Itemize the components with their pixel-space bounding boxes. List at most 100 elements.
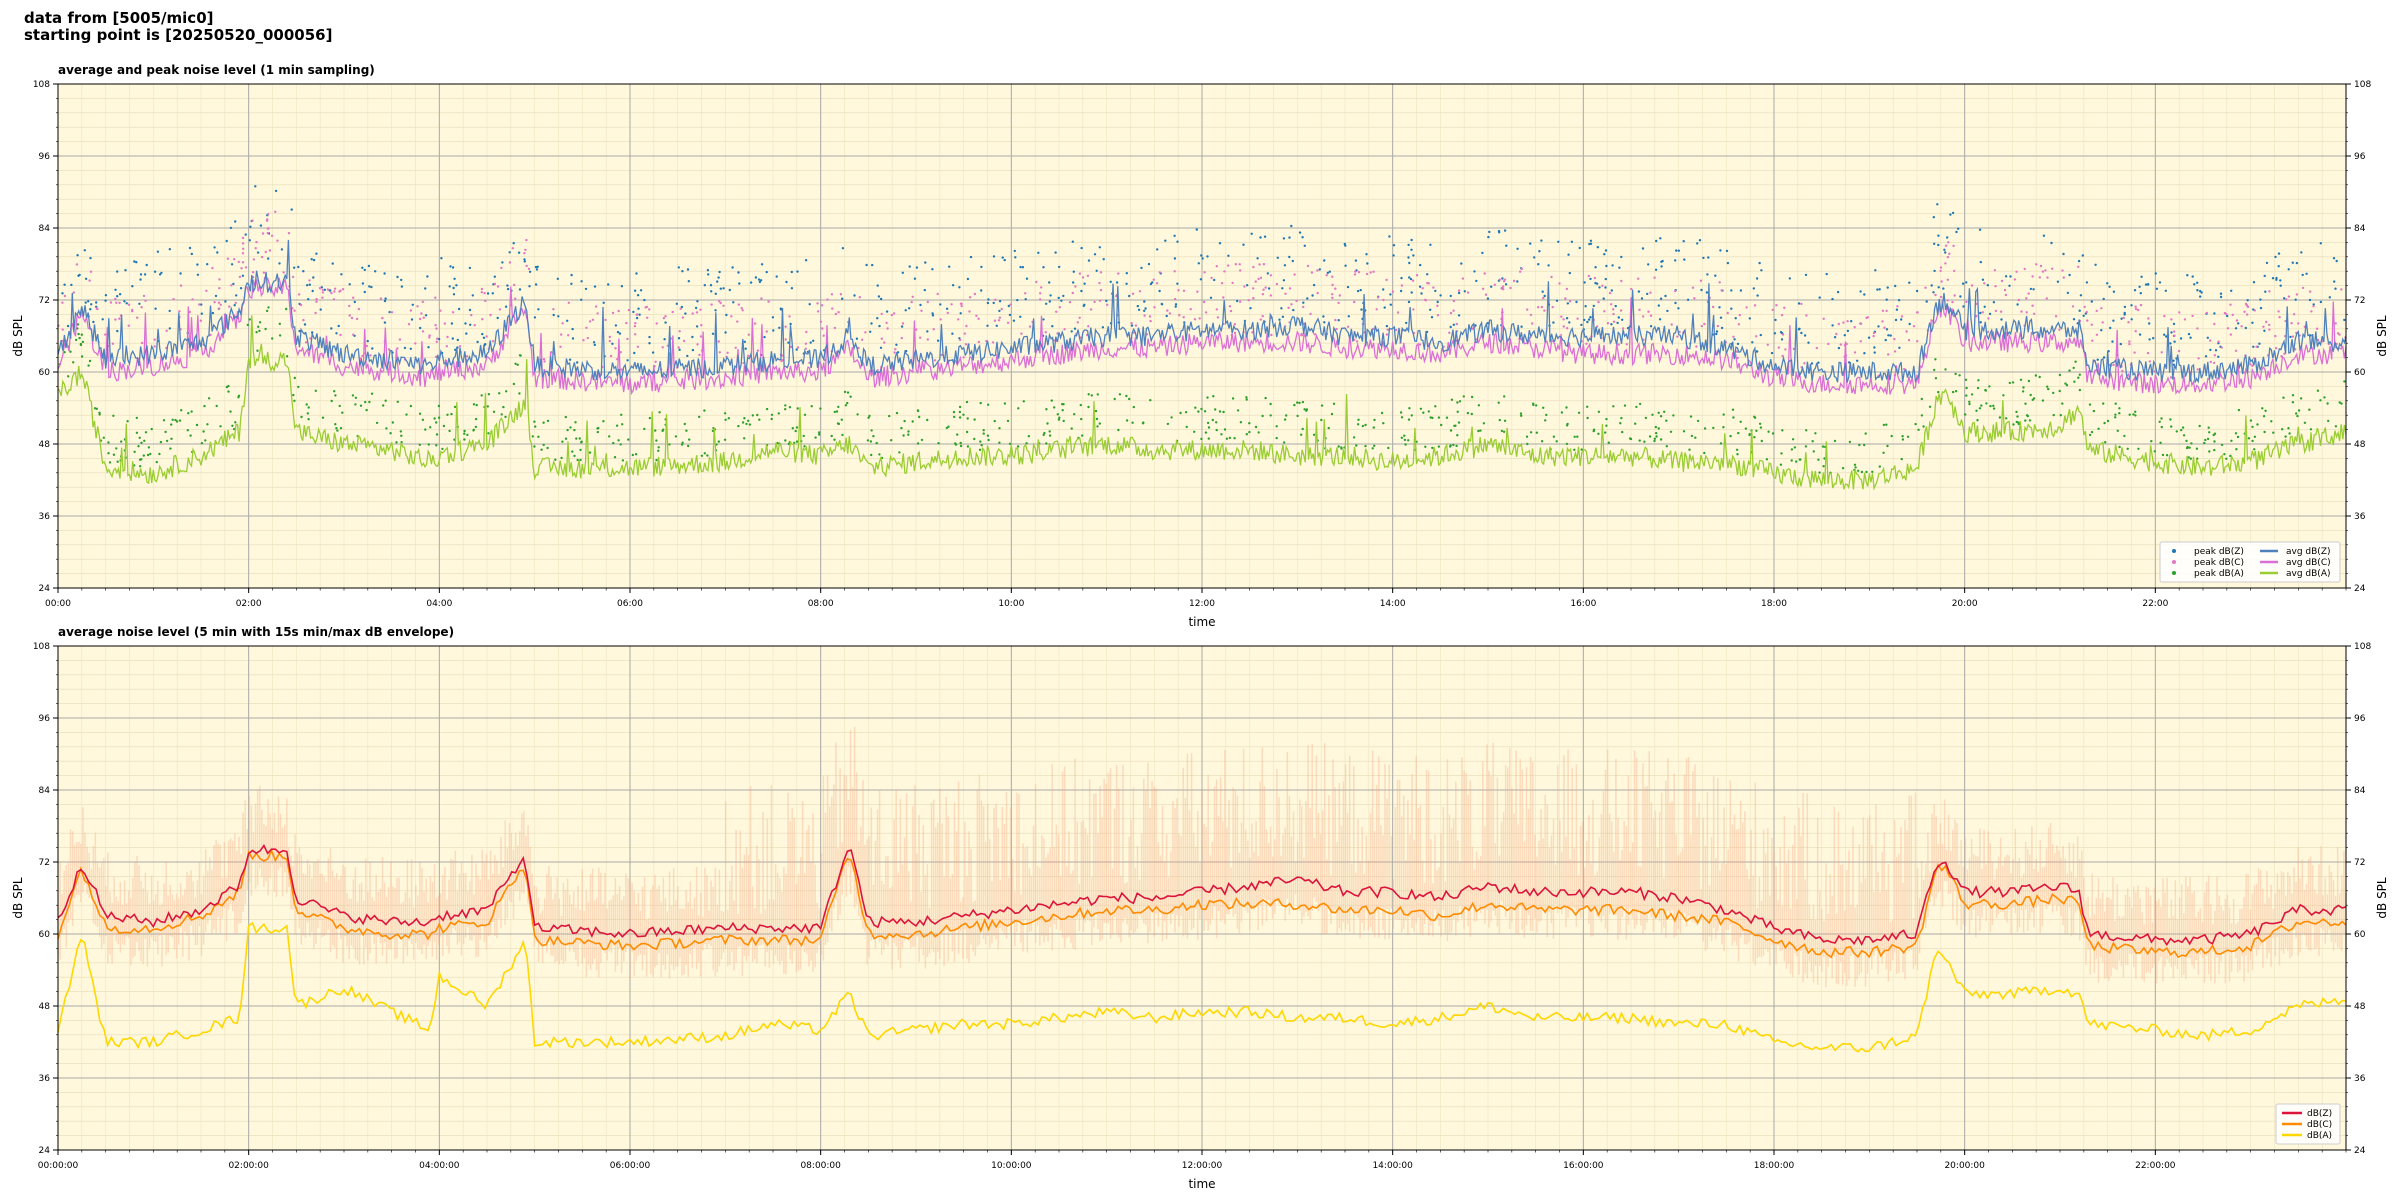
peak-point	[1939, 266, 1943, 269]
x-tick-label: 16:00:00	[1563, 1161, 1604, 1171]
peak-point	[1215, 421, 1218, 424]
peak-point	[609, 354, 613, 358]
peak-point	[1296, 401, 1299, 404]
peak-point	[1215, 428, 1218, 432]
peak-point	[777, 412, 780, 415]
peak-point	[1895, 308, 1899, 311]
peak-point	[1042, 318, 1045, 321]
peak-point	[2245, 303, 2248, 307]
peak-point	[69, 350, 72, 353]
peak-point	[483, 292, 486, 295]
peak-point	[95, 301, 98, 304]
peak-point	[1753, 304, 1757, 307]
peak-point	[2158, 281, 2162, 284]
peak-point	[726, 351, 729, 354]
peak-point	[678, 348, 681, 351]
peak-point	[1665, 445, 1669, 448]
peak-point	[209, 333, 212, 337]
peak-point	[566, 428, 569, 432]
peak-point	[2244, 326, 2247, 330]
peak-point	[1640, 297, 1644, 300]
peak-point	[2102, 356, 2106, 359]
peak-point	[2092, 409, 2096, 413]
peak-point	[2190, 442, 2193, 445]
peak-point	[1153, 306, 1156, 309]
peak-point	[1865, 470, 1868, 474]
peak-point	[722, 304, 725, 307]
peak-point	[1098, 246, 1102, 249]
peak-point	[2240, 325, 2243, 328]
peak-point	[2207, 426, 2210, 429]
peak-point	[2259, 306, 2263, 310]
peak-point	[1385, 333, 1389, 336]
peak-point	[878, 453, 881, 456]
peak-point	[537, 435, 540, 438]
peak-point	[118, 317, 121, 320]
peak-point	[311, 289, 314, 293]
peak-point	[1424, 445, 1427, 448]
peak-point	[231, 424, 234, 427]
peak-point	[1301, 427, 1304, 431]
peak-point	[718, 351, 721, 354]
peak-point	[2253, 309, 2256, 312]
peak-point	[178, 419, 182, 422]
peak-point	[1331, 283, 1334, 287]
peak-point	[719, 301, 722, 305]
x-tick-label: 02:00	[236, 599, 262, 609]
peak-point	[1853, 463, 1857, 466]
peak-point	[72, 291, 76, 294]
peak-point	[795, 440, 799, 443]
peak-point	[1696, 419, 1700, 423]
peak-point	[1262, 263, 1266, 266]
peak-point	[1930, 284, 1933, 287]
peak-point	[2017, 298, 2021, 302]
peak-point	[427, 443, 430, 446]
peak-point	[986, 324, 989, 327]
peak-point	[2077, 376, 2080, 379]
peak-point	[560, 456, 563, 460]
peak-point	[2109, 326, 2112, 330]
peak-point	[435, 340, 438, 343]
peak-point	[2118, 407, 2121, 410]
peak-point	[1316, 291, 1319, 295]
peak-point	[1863, 352, 1866, 355]
peak-point	[1912, 325, 1916, 328]
peak-point	[1693, 297, 1696, 300]
peak-point	[2249, 363, 2252, 366]
peak-point	[1817, 361, 1820, 364]
peak-point	[1775, 304, 1778, 307]
peak-point	[363, 290, 366, 294]
peak-point	[1375, 308, 1378, 311]
peak-point	[2334, 322, 2337, 325]
peak-point	[1245, 433, 1249, 436]
peak-point	[1259, 318, 1263, 321]
peak-point	[504, 415, 507, 419]
x-tick-label: 04:00	[426, 599, 452, 609]
peak-point	[2173, 334, 2176, 337]
peak-point	[1885, 423, 1888, 426]
peak-point	[1612, 312, 1615, 316]
peak-point	[2160, 417, 2163, 420]
peak-point	[187, 412, 190, 415]
peak-point	[728, 288, 731, 292]
peak-point	[865, 263, 868, 267]
peak-point	[898, 451, 901, 454]
peak-point	[1771, 308, 1774, 312]
peak-point	[2203, 441, 2206, 445]
peak-point	[1195, 228, 1199, 231]
y-tick-label: 60	[2354, 930, 2366, 940]
peak-point	[475, 403, 478, 407]
peak-point	[1725, 249, 1729, 253]
peak-point	[265, 309, 269, 313]
peak-point	[518, 288, 522, 291]
peak-point	[696, 343, 699, 346]
peak-point	[737, 271, 740, 274]
peak-point	[2031, 275, 2034, 278]
peak-point	[765, 407, 769, 411]
peak-point	[1908, 322, 1911, 326]
peak-point	[1283, 264, 1287, 267]
peak-point	[1206, 396, 1209, 399]
peak-point	[1198, 317, 1201, 320]
peak-point	[206, 423, 209, 426]
